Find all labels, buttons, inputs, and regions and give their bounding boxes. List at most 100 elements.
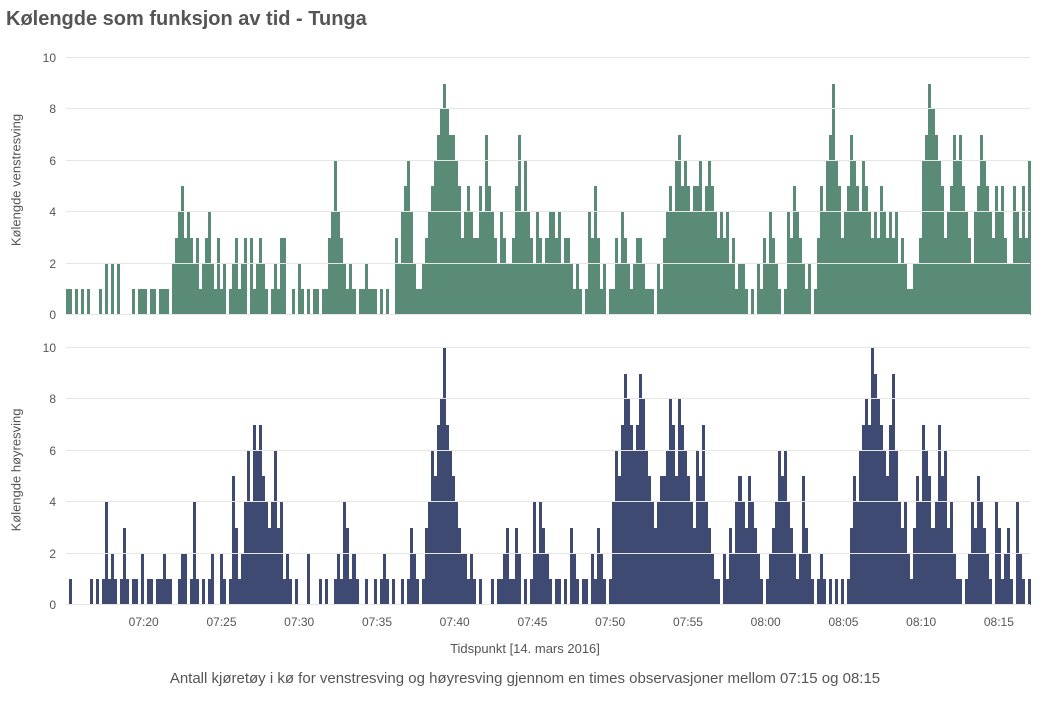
bar xyxy=(307,289,310,315)
bar xyxy=(651,289,654,315)
bar xyxy=(524,579,527,605)
bar xyxy=(283,238,286,315)
bar xyxy=(75,289,78,315)
xtick-label: 07:45 xyxy=(517,615,547,629)
bar xyxy=(316,289,319,315)
bar xyxy=(132,289,135,315)
bar xyxy=(202,579,205,605)
bar xyxy=(150,579,153,605)
bar xyxy=(105,264,108,315)
panel-top: Kølengde venstresving 0246810 xyxy=(10,35,1040,325)
plot-area-bottom: 0246810 xyxy=(66,335,1030,605)
bar xyxy=(380,289,383,315)
bar xyxy=(289,579,292,605)
x-axis: 07:2007:2507:3007:3507:4007:4507:5007:55… xyxy=(66,615,1030,639)
gridline xyxy=(66,108,1030,109)
bar xyxy=(374,289,377,315)
plot-area-top: 0246810 xyxy=(66,45,1030,315)
gridline xyxy=(66,160,1030,161)
ytick-label: 8 xyxy=(49,392,56,406)
bar xyxy=(751,289,754,315)
gridline xyxy=(66,604,1030,605)
bar xyxy=(392,579,395,605)
bar xyxy=(374,579,377,605)
xtick-label: 07:50 xyxy=(595,615,625,629)
bar xyxy=(307,554,310,605)
gridline xyxy=(66,263,1030,264)
bars-bottom xyxy=(66,335,1030,605)
x-axis-label: Tidspunkt [14. mars 2016] xyxy=(10,641,1040,656)
bar xyxy=(69,579,72,605)
ytick-label: 6 xyxy=(49,154,56,168)
ytick-label: 6 xyxy=(49,444,56,458)
ytick-label: 0 xyxy=(49,598,56,612)
bar xyxy=(135,579,138,605)
ylabel-bottom: Kølengde høyresving xyxy=(9,409,24,532)
bar xyxy=(114,579,117,605)
bar xyxy=(959,579,962,605)
bar xyxy=(69,289,72,315)
bars-top xyxy=(66,45,1030,315)
bar xyxy=(117,264,120,315)
bar xyxy=(223,264,226,315)
bar xyxy=(829,579,832,605)
xtick-label: 08:10 xyxy=(906,615,936,629)
bar xyxy=(244,238,247,315)
bar xyxy=(184,554,187,605)
bar xyxy=(760,579,763,605)
ytick-label: 10 xyxy=(43,51,56,65)
xtick-label: 08:15 xyxy=(984,615,1014,629)
bar xyxy=(549,579,552,605)
ytick-label: 8 xyxy=(49,102,56,116)
bar xyxy=(99,289,102,315)
xtick-label: 07:25 xyxy=(206,615,236,629)
bar xyxy=(352,289,355,315)
bar xyxy=(823,579,826,605)
bar xyxy=(491,579,494,605)
bar xyxy=(319,579,322,605)
gridline xyxy=(66,450,1030,451)
bar xyxy=(144,289,147,315)
xtick-label: 07:30 xyxy=(284,615,314,629)
bar xyxy=(196,579,199,605)
bar xyxy=(473,579,476,605)
ylabel-top: Kølengde venstresving xyxy=(9,114,24,246)
bar xyxy=(576,579,579,605)
bar xyxy=(585,579,588,605)
bar xyxy=(1028,579,1031,605)
xtick-label: 07:40 xyxy=(440,615,470,629)
gridline xyxy=(66,501,1030,502)
ytick-label: 0 xyxy=(49,308,56,322)
bar xyxy=(169,579,172,605)
bar xyxy=(265,289,268,315)
bar xyxy=(96,579,99,605)
bar xyxy=(166,289,169,315)
chart-title: Kølengde som funksjon av tid - Tunga xyxy=(0,0,1060,35)
bar xyxy=(153,289,156,315)
bar xyxy=(295,579,298,605)
bar xyxy=(808,264,811,315)
ytick-label: 4 xyxy=(49,205,56,219)
bar xyxy=(90,579,93,605)
gridline xyxy=(66,553,1030,554)
gridline xyxy=(66,211,1030,212)
bar xyxy=(603,264,606,315)
bar xyxy=(518,554,521,605)
bar xyxy=(717,579,720,605)
bar xyxy=(558,579,561,605)
bar xyxy=(325,579,328,605)
ytick-label: 2 xyxy=(49,547,56,561)
bar xyxy=(745,289,748,315)
chart-caption: Antall kjøretøy i kø for venstresving og… xyxy=(10,670,1040,687)
xtick-label: 07:55 xyxy=(673,615,703,629)
bar xyxy=(292,289,295,315)
bar xyxy=(416,579,419,605)
bar xyxy=(141,554,144,605)
bar xyxy=(603,579,606,605)
bar xyxy=(841,579,844,605)
xtick-label: 08:05 xyxy=(828,615,858,629)
ytick-label: 10 xyxy=(43,341,56,355)
gridline xyxy=(66,398,1030,399)
bar xyxy=(579,289,582,315)
bar xyxy=(401,579,404,605)
